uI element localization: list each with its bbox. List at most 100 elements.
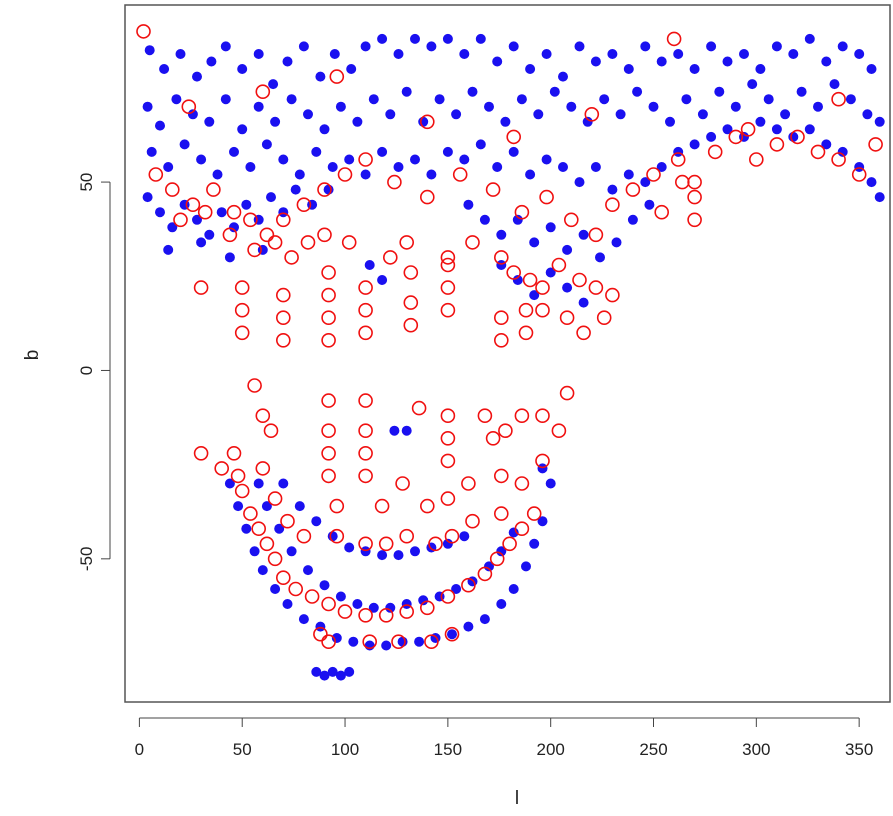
red-point <box>317 182 332 197</box>
red-point <box>535 408 550 424</box>
blue-point <box>286 94 297 105</box>
blue-point <box>632 86 643 97</box>
blue-point <box>241 523 252 534</box>
blue-point <box>508 146 519 157</box>
red-point <box>193 445 209 461</box>
blue-point <box>874 192 885 203</box>
red-point <box>321 445 336 461</box>
blue-point <box>627 214 638 225</box>
red-point <box>461 476 476 491</box>
blue-point <box>364 260 375 270</box>
red-point <box>378 536 394 552</box>
y-tick-label: 0 <box>77 366 96 375</box>
blue-point <box>216 207 227 218</box>
red-point <box>226 445 242 461</box>
red-point <box>687 189 702 205</box>
blue-point <box>467 86 478 97</box>
red-point <box>321 265 336 280</box>
red-point <box>563 212 579 228</box>
red-point <box>243 212 258 228</box>
red-point <box>255 84 271 99</box>
red-point <box>275 570 291 586</box>
blue-point <box>282 56 293 67</box>
red-point <box>419 189 435 205</box>
red-point <box>197 204 213 220</box>
blue-point <box>590 162 601 172</box>
blue-point <box>574 177 585 188</box>
blue-point <box>352 599 363 609</box>
red-point <box>831 91 846 107</box>
red-point <box>337 604 353 619</box>
red-point <box>493 468 509 484</box>
red-point <box>419 600 435 616</box>
blue-point <box>282 599 293 609</box>
x-tick-label: 300 <box>742 740 770 759</box>
red-point <box>572 272 587 288</box>
red-point <box>440 280 456 295</box>
blue-point <box>335 591 346 602</box>
blue-point <box>615 109 626 120</box>
blue-point <box>327 162 338 172</box>
blue-point <box>344 542 355 553</box>
red-point <box>358 325 373 341</box>
blue-point <box>249 546 260 557</box>
blue-point <box>545 478 556 489</box>
red-point <box>670 152 686 167</box>
blue-point <box>771 124 782 135</box>
blue-point <box>442 146 453 157</box>
red-point <box>576 325 591 341</box>
blue-point <box>196 237 207 248</box>
blue-point <box>582 116 593 127</box>
blue-point <box>459 154 470 165</box>
blue-point <box>368 602 379 613</box>
red-point <box>358 468 373 484</box>
red-point <box>646 167 661 182</box>
blue-point <box>163 162 174 172</box>
blue-point <box>796 86 807 97</box>
blue-point <box>866 64 877 74</box>
blue-point <box>537 516 548 527</box>
blue-point <box>459 531 470 542</box>
x-tick-label: 0 <box>135 740 144 759</box>
blue-point <box>410 154 420 165</box>
blue-point <box>290 184 301 195</box>
red-point <box>329 69 345 84</box>
red-point <box>419 498 435 514</box>
red-point <box>588 227 604 243</box>
red-point <box>337 167 353 182</box>
red-point <box>485 430 501 446</box>
blue-point <box>253 49 264 59</box>
red-point <box>329 498 345 514</box>
red-point <box>267 551 283 567</box>
red-point <box>535 280 550 295</box>
blue-point <box>854 49 865 59</box>
blue-point <box>837 41 848 52</box>
x-tick-label: 350 <box>845 740 873 759</box>
red-point <box>185 197 201 212</box>
blue-point <box>224 252 235 263</box>
blue-point <box>298 41 309 52</box>
blue-point <box>348 636 359 647</box>
red-point <box>358 152 373 167</box>
red-point <box>428 536 443 552</box>
blue-point <box>268 79 279 90</box>
blue-point <box>327 666 338 677</box>
red-point <box>321 596 336 612</box>
blue-point <box>393 550 404 561</box>
blue-series <box>142 33 885 681</box>
blue-point <box>549 86 560 97</box>
red-point <box>321 634 336 650</box>
red-point <box>851 167 867 182</box>
red-point <box>230 468 246 484</box>
blue-point <box>763 94 774 105</box>
blue-point <box>335 670 346 681</box>
red-point <box>444 626 460 642</box>
red-point <box>831 152 846 167</box>
red-point <box>358 536 373 552</box>
red-point <box>226 204 242 220</box>
red-series <box>136 24 883 650</box>
red-point <box>440 250 456 265</box>
y-axis: -50 0 50 <box>77 173 111 571</box>
blue-point <box>479 214 490 225</box>
red-point <box>267 491 283 506</box>
